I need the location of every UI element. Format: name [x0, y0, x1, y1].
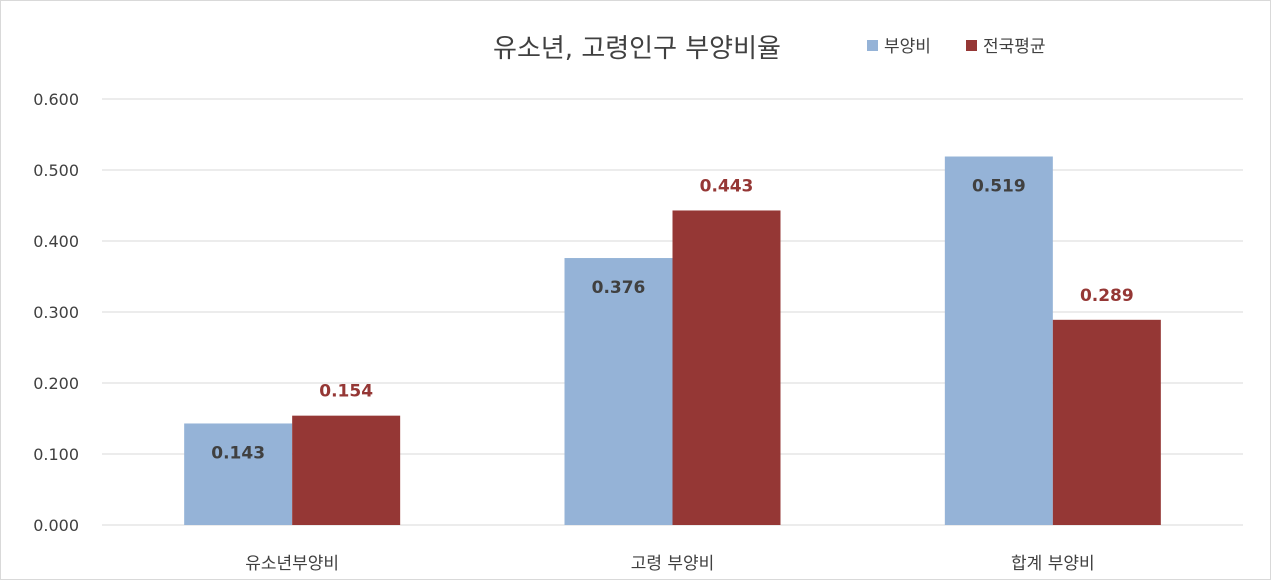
y-axis: 0.000 0.100 0.200 0.300 0.400 0.500 0.600 — [33, 90, 79, 535]
bar-series-2 — [1052, 319, 1161, 525]
bars: 0.143 0.154 0.376 0.443 0.519 0.289 — [184, 156, 1161, 525]
legend-label-series-1: 부양비 — [884, 37, 931, 57]
y-tick-label: 0.300 — [33, 303, 79, 322]
data-label: 0.376 — [592, 278, 646, 298]
y-tick-label: 0.000 — [33, 516, 79, 535]
legend: 부양비 전국평균 — [867, 37, 1046, 57]
x-category-label: 고령 부양비 — [631, 554, 715, 574]
y-tick-label: 0.500 — [33, 161, 79, 180]
data-label: 0.443 — [700, 176, 754, 196]
y-tick-label: 0.200 — [33, 374, 79, 393]
data-label: 0.289 — [1080, 286, 1134, 306]
data-label: 0.143 — [211, 443, 265, 463]
legend-swatch-series-2 — [966, 40, 977, 51]
data-label: 0.519 — [972, 177, 1026, 197]
legend-label-series-2: 전국평균 — [983, 37, 1046, 57]
y-tick-label: 0.400 — [33, 232, 79, 251]
y-tick-label: 0.600 — [33, 90, 79, 109]
bar-series-2 — [672, 210, 781, 525]
x-axis: 유소년부양비 고령 부양비 합계 부양비 — [245, 554, 1094, 574]
data-label: 0.154 — [319, 382, 373, 402]
chart-title: 유소년, 고령인구 부양비율 — [493, 34, 781, 64]
x-category-label: 합계 부양비 — [1011, 554, 1095, 574]
x-category-label: 유소년부양비 — [245, 554, 339, 574]
legend-swatch-series-1 — [867, 40, 878, 51]
y-tick-label: 0.100 — [33, 445, 79, 464]
bar-series-1 — [184, 423, 293, 525]
bar-series-1 — [564, 258, 673, 525]
bar-series-2 — [292, 415, 401, 525]
bar-series-1 — [944, 156, 1053, 525]
